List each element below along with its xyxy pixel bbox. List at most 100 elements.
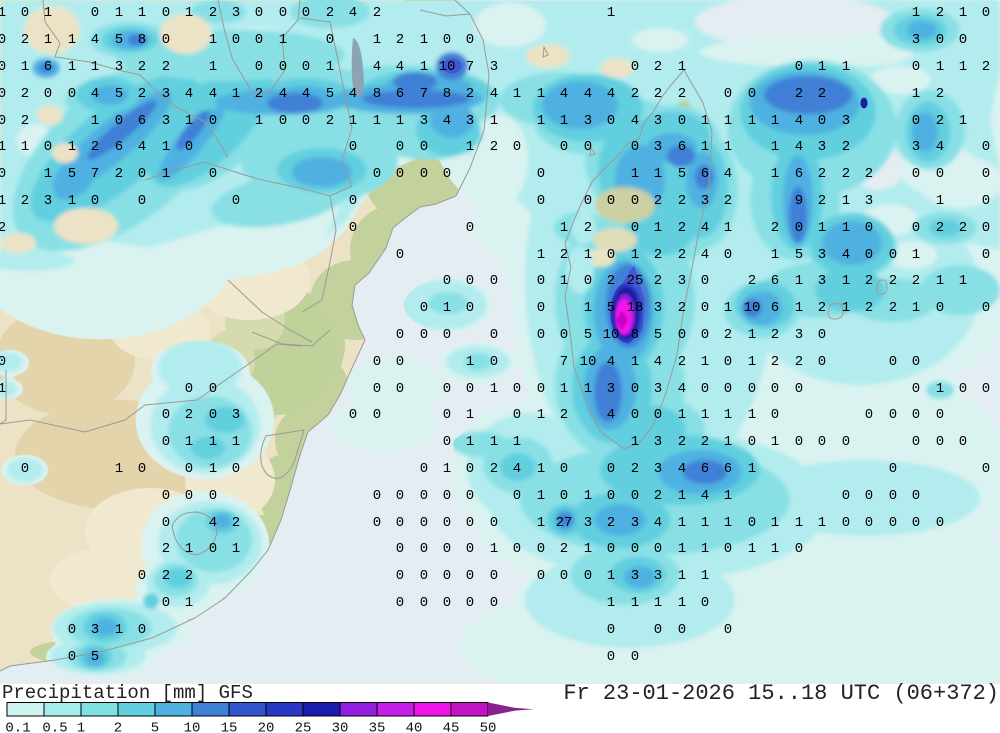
- svg-text:1: 1: [724, 488, 732, 504]
- svg-text:0: 0: [584, 139, 592, 155]
- svg-text:0: 0: [795, 381, 803, 397]
- svg-text:0: 0: [232, 193, 240, 209]
- svg-text:5: 5: [91, 649, 99, 665]
- svg-text:5: 5: [115, 32, 123, 48]
- svg-text:0: 0: [396, 381, 404, 397]
- svg-text:1: 1: [631, 166, 639, 182]
- svg-text:25: 25: [295, 721, 312, 733]
- svg-text:0: 0: [279, 113, 287, 129]
- svg-text:1: 1: [443, 300, 451, 316]
- svg-text:2: 2: [255, 86, 263, 102]
- svg-text:1: 1: [373, 113, 381, 129]
- svg-text:1: 1: [537, 113, 545, 129]
- svg-text:6: 6: [771, 273, 779, 289]
- svg-text:0: 0: [771, 407, 779, 423]
- svg-text:0: 0: [373, 515, 381, 531]
- svg-text:0: 0: [396, 515, 404, 531]
- svg-text:0: 0: [936, 300, 944, 316]
- svg-text:1: 1: [701, 407, 709, 423]
- svg-text:2: 2: [607, 273, 615, 289]
- svg-text:0: 0: [162, 595, 170, 611]
- svg-text:0: 0: [279, 59, 287, 75]
- svg-text:0: 0: [912, 220, 920, 236]
- svg-text:0: 0: [560, 488, 568, 504]
- svg-text:10: 10: [439, 59, 456, 75]
- svg-text:Precipitation [mm] GFS: Precipitation [mm] GFS: [2, 682, 253, 704]
- svg-text:0: 0: [678, 622, 686, 638]
- svg-text:1: 1: [678, 488, 686, 504]
- svg-text:0: 0: [466, 515, 474, 531]
- svg-text:2: 2: [748, 273, 756, 289]
- svg-text:3: 3: [607, 381, 615, 397]
- svg-text:6: 6: [701, 461, 709, 477]
- svg-text:1: 1: [537, 488, 545, 504]
- svg-text:0: 0: [889, 515, 897, 531]
- svg-text:1: 1: [185, 113, 193, 129]
- svg-text:0.5: 0.5: [42, 721, 67, 733]
- svg-text:2: 2: [771, 220, 779, 236]
- svg-text:0: 0: [631, 193, 639, 209]
- svg-text:2: 2: [771, 327, 779, 343]
- svg-text:4: 4: [701, 488, 709, 504]
- svg-text:0: 0: [724, 381, 732, 397]
- svg-text:1: 1: [701, 515, 709, 531]
- svg-text:1: 1: [631, 354, 639, 370]
- svg-text:2: 2: [889, 273, 897, 289]
- svg-text:0: 0: [982, 300, 990, 316]
- svg-text:1: 1: [724, 113, 732, 129]
- svg-text:2: 2: [466, 86, 474, 102]
- svg-text:6: 6: [138, 113, 146, 129]
- svg-text:5: 5: [678, 166, 686, 182]
- svg-text:3: 3: [654, 113, 662, 129]
- svg-text:0: 0: [560, 461, 568, 477]
- svg-text:4: 4: [209, 515, 217, 531]
- svg-text:2: 2: [795, 86, 803, 102]
- svg-text:2: 2: [326, 113, 334, 129]
- svg-text:3: 3: [818, 247, 826, 263]
- svg-text:1: 1: [701, 568, 709, 584]
- svg-text:1: 1: [771, 139, 779, 155]
- svg-text:1: 1: [701, 113, 709, 129]
- svg-text:0: 0: [537, 300, 545, 316]
- svg-text:0: 0: [889, 354, 897, 370]
- svg-text:0: 0: [279, 5, 287, 21]
- svg-text:40: 40: [406, 721, 423, 733]
- svg-text:0: 0: [162, 407, 170, 423]
- svg-text:2: 2: [865, 300, 873, 316]
- svg-text:2: 2: [584, 220, 592, 236]
- svg-text:2: 2: [701, 434, 709, 450]
- svg-text:0: 0: [466, 461, 474, 477]
- svg-text:2: 2: [936, 5, 944, 21]
- svg-text:1: 1: [0, 139, 6, 155]
- svg-text:0: 0: [138, 568, 146, 584]
- svg-text:4: 4: [138, 139, 146, 155]
- svg-text:2: 2: [678, 354, 686, 370]
- svg-text:1: 1: [584, 488, 592, 504]
- svg-text:1: 1: [842, 273, 850, 289]
- svg-text:1: 1: [678, 568, 686, 584]
- svg-text:1: 1: [77, 721, 85, 733]
- svg-text:1: 1: [420, 32, 428, 48]
- svg-text:1: 1: [490, 434, 498, 450]
- svg-text:2: 2: [490, 139, 498, 155]
- svg-text:1: 1: [584, 381, 592, 397]
- svg-text:2: 2: [771, 354, 779, 370]
- svg-text:0: 0: [818, 113, 826, 129]
- svg-text:1: 1: [654, 595, 662, 611]
- svg-text:0: 0: [373, 354, 381, 370]
- svg-text:0: 0: [138, 461, 146, 477]
- svg-text:0: 0: [185, 381, 193, 397]
- svg-text:2: 2: [209, 5, 217, 21]
- svg-text:10: 10: [184, 721, 201, 733]
- svg-text:1: 1: [678, 515, 686, 531]
- svg-text:0: 0: [420, 568, 428, 584]
- svg-text:2: 2: [936, 86, 944, 102]
- svg-text:0: 0: [607, 488, 615, 504]
- svg-text:0: 0: [420, 139, 428, 155]
- svg-text:0: 0: [326, 32, 334, 48]
- svg-text:0: 0: [466, 488, 474, 504]
- svg-text:4: 4: [936, 139, 944, 155]
- svg-text:1: 1: [959, 273, 967, 289]
- svg-text:1: 1: [912, 247, 920, 263]
- svg-text:0: 0: [255, 5, 263, 21]
